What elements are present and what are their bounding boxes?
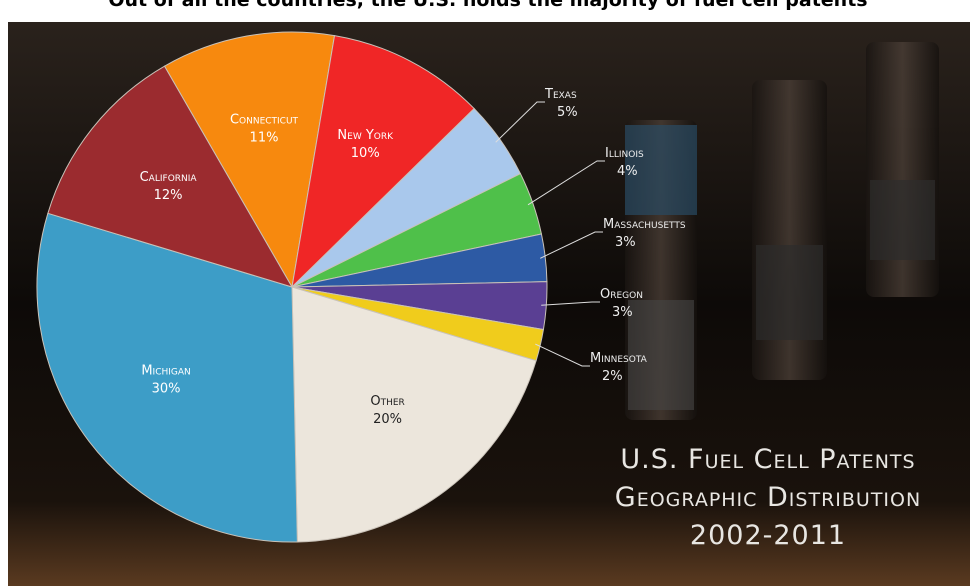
leader-line bbox=[540, 231, 603, 259]
slice-label: Other bbox=[370, 394, 404, 409]
slice-value: 10% bbox=[351, 146, 380, 161]
chart-title: Out of all the countries, the U.S. holds… bbox=[108, 0, 867, 11]
slice-label: California bbox=[140, 170, 198, 185]
slice-label: Oregon bbox=[600, 287, 643, 302]
slice-value: 2% bbox=[602, 369, 623, 384]
pie-slice bbox=[291, 286, 537, 543]
slice-label: Massachusetts bbox=[603, 217, 686, 232]
slice-label: Illinois bbox=[605, 146, 644, 161]
slice-label: New York bbox=[337, 128, 394, 143]
subtitle: Geographic Distribution bbox=[615, 482, 921, 513]
slice-value: 3% bbox=[612, 305, 633, 320]
slice-value: 20% bbox=[373, 412, 402, 427]
subtitle: 2002-2011 bbox=[690, 520, 846, 551]
slice-label: Connecticut bbox=[230, 112, 299, 127]
leader-line bbox=[527, 160, 605, 206]
slice-value: 11% bbox=[250, 130, 279, 145]
pie-slice bbox=[47, 65, 294, 288]
slice-value: 4% bbox=[617, 164, 638, 179]
slice-value: 30% bbox=[152, 382, 181, 397]
slice-label: Minnesota bbox=[590, 351, 648, 366]
slice-label: Michigan bbox=[141, 364, 190, 379]
leader-line bbox=[495, 101, 545, 143]
battery-decoration bbox=[625, 42, 939, 420]
subtitle: U.S. Fuel Cell Patents bbox=[620, 444, 915, 475]
leader-line bbox=[535, 343, 590, 367]
slice-label: Texas bbox=[544, 87, 577, 102]
pie-slice bbox=[291, 34, 475, 289]
leader-line bbox=[541, 301, 600, 306]
pie-slice bbox=[36, 212, 298, 543]
slice-value: 3% bbox=[615, 235, 636, 250]
slice-value: 12% bbox=[154, 188, 183, 203]
pie-slice bbox=[163, 31, 336, 289]
slice-value: 5% bbox=[557, 105, 578, 120]
